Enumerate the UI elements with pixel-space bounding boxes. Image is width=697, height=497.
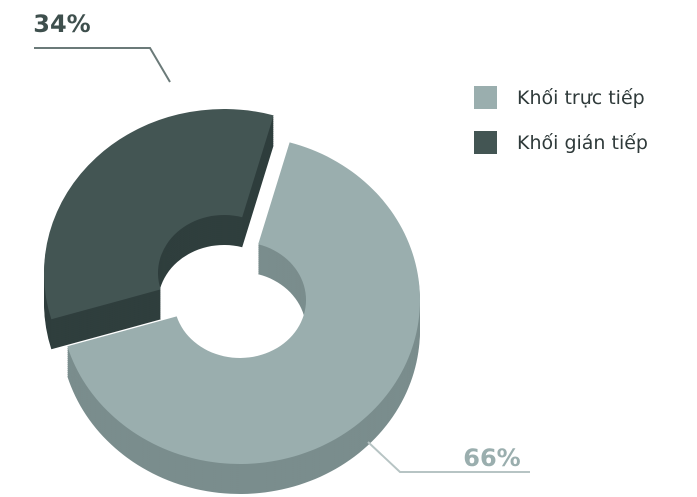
legend-item-indirect: Khối gián tiếp: [474, 131, 648, 154]
legend-label-indirect: Khối gián tiếp: [517, 131, 648, 154]
slice-3d-layer: [43, 108, 421, 495]
legend-swatch-indirect: [474, 131, 497, 154]
leader-line-0: [367, 441, 530, 473]
legend: Khối trực tiếp Khối gián tiếp: [474, 86, 648, 154]
legend-item-direct: Khối trực tiếp: [474, 86, 648, 109]
data-label-0: 66%: [463, 444, 520, 472]
data-label-1: 34%: [33, 10, 90, 38]
legend-label-direct: Khối trực tiếp: [517, 86, 645, 109]
leader-line-1: [34, 47, 171, 83]
slice-1: [44, 108, 274, 320]
data-labels: 66% 34%: [33, 10, 520, 472]
slice-0: [67, 142, 420, 464]
legend-swatch-direct: [474, 86, 497, 109]
leader-lines: [34, 47, 530, 473]
